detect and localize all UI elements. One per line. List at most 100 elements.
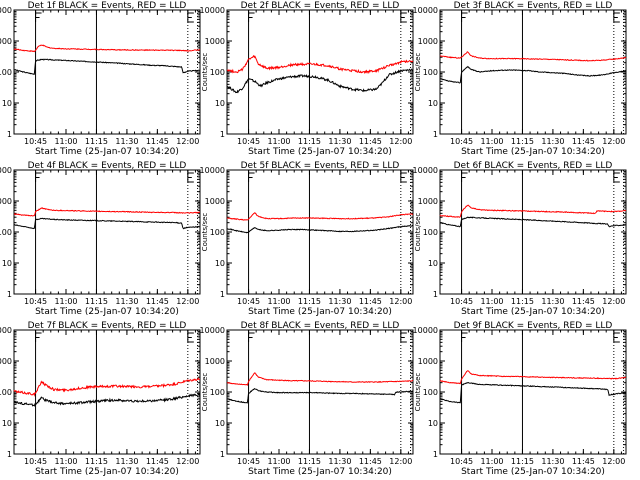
y-tick-label: 100 [0, 388, 12, 397]
panel-title: Det 2f BLACK = Events, RED = LLD [241, 1, 400, 11]
detector-panel: Det 5f BLACK = Events, RED = LLD 1 10 100 10… [200, 161, 414, 317]
y-tick-label: 10 [428, 259, 438, 268]
y-tick-label: 1 [433, 290, 438, 299]
events-series-line [13, 58, 201, 75]
lld-series-line [13, 377, 201, 397]
x-tick-label: 11:30 [541, 457, 564, 466]
detector-panel: Det 7f BLACK = Events, RED = LLD 1 10 100 10… [0, 321, 201, 477]
lld-series-line [439, 51, 627, 62]
plot-frame [439, 169, 627, 295]
y-tick-label: 1000 [205, 357, 225, 366]
y-tick-label: 10000 [200, 326, 225, 335]
x-tick-label: 11:45 [572, 457, 595, 466]
x-axis-label: Start Time (25-Jan-07 10:34:20) [35, 147, 179, 157]
x-tick-label: 11:45 [572, 137, 595, 146]
detector-panel: Det 4f BLACK = Events, RED = LLD 1 10 100 10… [0, 161, 201, 317]
flag-e-marker [613, 332, 620, 343]
lld-series-line [439, 370, 626, 385]
flag-e-marker [400, 172, 407, 183]
x-tick-label: 10:45 [237, 137, 260, 146]
plot-frame [13, 169, 201, 295]
y-tick-label: 10 [428, 99, 438, 108]
y-tick-label: 100 [423, 388, 438, 397]
y-tick-label: 10000 [413, 6, 438, 15]
y-tick-label: 1 [433, 130, 438, 139]
x-tick-label: 11:15 [511, 137, 534, 146]
x-axis-label: Start Time (25-Jan-07 10:34:20) [461, 147, 605, 157]
x-tick-label: 11:00 [480, 137, 503, 146]
x-tick-label: 12:00 [389, 457, 412, 466]
y-tick-label: 100 [210, 228, 225, 237]
y-tick-label: 1 [7, 130, 12, 139]
events-series-line [13, 217, 201, 230]
events-series-line [14, 392, 201, 407]
y-tick-label: 1000 [418, 197, 438, 206]
y-axis-label: Counts/sec [414, 53, 422, 92]
flag-e-marker [187, 332, 194, 343]
y-tick-label: 1000 [418, 357, 438, 366]
y-tick-label: 10 [428, 419, 438, 428]
flag-f-marker [35, 12, 42, 22]
y-axis-label: Counts/sec [414, 213, 422, 252]
y-tick-label: 10000 [0, 166, 12, 175]
flag-f-marker [35, 332, 42, 342]
x-tick-label: 11:30 [115, 297, 138, 306]
x-tick-label: 11:30 [115, 137, 138, 146]
x-tick-label: 10:45 [237, 457, 260, 466]
x-axis-label: Start Time (25-Jan-07 10:34:20) [248, 467, 392, 477]
x-tick-label: 10:45 [237, 297, 260, 306]
lld-series-line [226, 211, 414, 221]
panel-title: Det 6f BLACK = Events, RED = LLD [454, 161, 613, 171]
y-tick-label: 10000 [413, 166, 438, 175]
plot-frame [226, 329, 414, 455]
panel-title: Det 1f BLACK = Events, RED = LLD [28, 1, 187, 11]
x-tick-label: 11:00 [54, 137, 77, 146]
events-series-line [439, 216, 627, 228]
flag-f-marker [461, 332, 468, 342]
x-tick-label: 10:45 [24, 457, 47, 466]
x-tick-label: 11:00 [267, 137, 290, 146]
y-tick-label: 10000 [0, 6, 12, 15]
y-tick-label: 1 [220, 130, 225, 139]
detector-panel: Det 6f BLACK = Events, RED = LLD 1 10 100 10… [413, 161, 627, 317]
x-axis-label: Start Time (25-Jan-07 10:34:20) [461, 467, 605, 477]
y-tick-label: 10 [2, 259, 12, 268]
x-tick-label: 11:15 [85, 457, 108, 466]
x-tick-label: 11:00 [267, 457, 290, 466]
x-tick-label: 12:00 [602, 297, 625, 306]
lld-series-line [14, 207, 201, 217]
y-tick-label: 100 [0, 228, 12, 237]
panel-title: Det 3f BLACK = Events, RED = LLD [454, 1, 613, 11]
x-tick-label: 12:00 [176, 297, 199, 306]
x-tick-label: 11:30 [541, 137, 564, 146]
y-axis-label: Counts/sec [201, 53, 209, 92]
plot-frame [226, 9, 414, 135]
x-tick-label: 11:45 [359, 137, 382, 146]
y-tick-label: 10000 [200, 166, 225, 175]
y-tick-label: 10 [2, 99, 12, 108]
x-axis-label: Start Time (25-Jan-07 10:34:20) [461, 307, 605, 317]
x-tick-label: 12:00 [602, 457, 625, 466]
x-tick-label: 11:30 [328, 457, 351, 466]
x-tick-label: 11:00 [54, 457, 77, 466]
events-series-line [439, 65, 627, 84]
x-tick-label: 11:45 [146, 297, 169, 306]
y-tick-label: 1000 [205, 197, 225, 206]
x-axis-label: Start Time (25-Jan-07 10:34:20) [35, 307, 179, 317]
x-axis-label: Start Time (25-Jan-07 10:34:20) [248, 147, 392, 157]
y-tick-label: 1000 [0, 37, 12, 46]
x-tick-label: 11:45 [359, 457, 382, 466]
detector-panel: Det 9f BLACK = Events, RED = LLD 1 10 100 10… [413, 321, 627, 477]
events-series-line [226, 387, 414, 404]
y-tick-label: 100 [423, 68, 438, 77]
events-series-line [440, 381, 627, 404]
plot-frame [226, 169, 414, 295]
x-tick-label: 11:15 [85, 137, 108, 146]
x-axis-label: Start Time (25-Jan-07 10:34:20) [35, 467, 179, 477]
x-tick-label: 11:15 [511, 457, 534, 466]
y-tick-label: 10 [2, 419, 12, 428]
x-tick-label: 11:30 [541, 297, 564, 306]
panel-title: Det 9f BLACK = Events, RED = LLD [454, 321, 613, 331]
events-series-line [226, 224, 414, 234]
